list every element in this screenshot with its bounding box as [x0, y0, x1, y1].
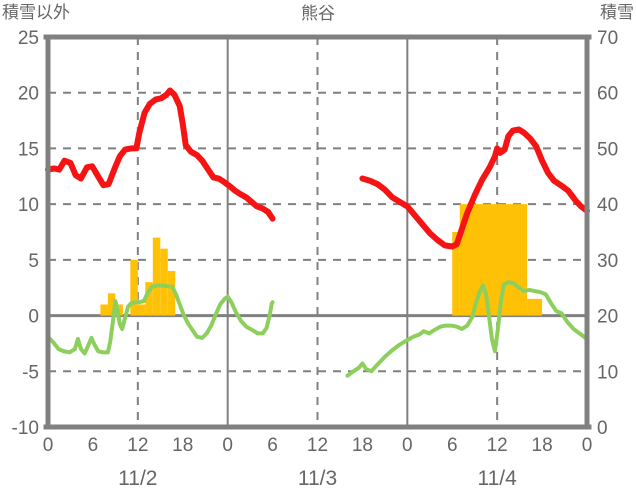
right-axis-tick-label: 20	[597, 307, 618, 328]
bar	[452, 232, 460, 316]
bar	[107, 293, 116, 316]
x-axis-tick-label: 18	[352, 435, 373, 456]
right-axis-caption: 積雪	[600, 3, 634, 23]
left-axis-tick-label: 5	[28, 251, 39, 272]
bar	[527, 298, 543, 316]
date-label: 11/3	[298, 467, 337, 490]
x-axis-tick-label: 0	[43, 435, 54, 456]
bar	[459, 204, 528, 316]
x-axis-tick-label: 6	[267, 435, 278, 456]
right-axis-tick-label: 0	[597, 418, 608, 439]
date-label: 11/2	[118, 467, 157, 490]
bar	[167, 271, 176, 316]
left-axis-tick-label: -5	[22, 362, 39, 383]
green-line	[46, 283, 275, 356]
right-axis-tick-label: 60	[597, 84, 618, 105]
right-axis-tick-label: 10	[597, 362, 618, 383]
left-axis-tick-label: -10	[12, 418, 39, 439]
bar	[160, 248, 168, 316]
left-axis-tick-label: 0	[28, 307, 39, 328]
date-label: 11/4	[478, 467, 518, 490]
bar	[100, 304, 108, 316]
x-axis-tick-label: 18	[172, 435, 193, 456]
left-axis-tick-label: 15	[18, 139, 39, 160]
green-line-2	[345, 280, 589, 378]
left-axis-tick-label: 25	[18, 28, 39, 49]
x-axis-tick-label: 6	[447, 435, 458, 456]
bar	[152, 237, 161, 316]
x-axis-tick-label: 0	[222, 435, 233, 456]
x-axis-tick-label: 12	[487, 435, 508, 456]
right-axis-tick-label: 70	[597, 28, 618, 49]
x-axis-tick-label: 6	[88, 435, 99, 456]
bar	[137, 304, 146, 316]
right-axis-tick-label: 50	[597, 139, 618, 160]
bar	[145, 282, 153, 316]
red-line	[45, 87, 276, 222]
x-axis-tick-label: 12	[307, 435, 328, 456]
bar	[130, 259, 138, 316]
left-axis-tick-label: 10	[18, 195, 39, 216]
right-axis-tick-label: 30	[597, 251, 618, 272]
red-line-2	[359, 126, 590, 250]
left-axis-tick-label: 20	[18, 84, 39, 105]
right-axis-tick-label: 40	[597, 195, 618, 216]
chart-title: 熊谷	[301, 4, 335, 24]
x-axis-tick-label: 0	[582, 435, 593, 456]
left-axis-caption: 積雪以外	[2, 3, 70, 23]
x-axis-tick-label: 18	[532, 435, 553, 456]
x-axis-tick-label: 0	[402, 435, 413, 456]
x-axis-tick-label: 12	[127, 435, 148, 456]
